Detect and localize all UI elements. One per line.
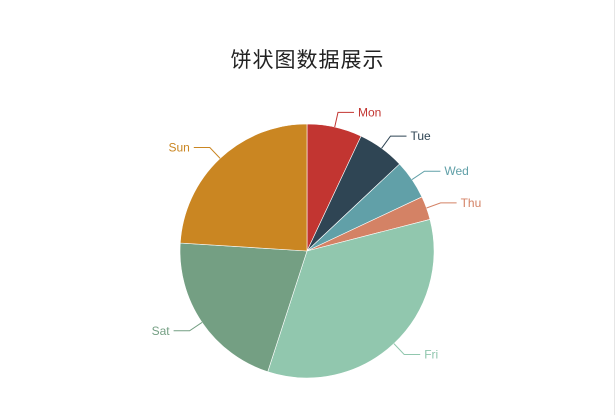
pie-slice-sun[interactable] bbox=[179, 123, 308, 252]
slice-label-fri: Fri bbox=[424, 348, 438, 362]
slice-label-thu: Thu bbox=[461, 196, 482, 210]
slice-label-sat: Sat bbox=[152, 324, 171, 338]
slice-label-sun: Sun bbox=[168, 141, 189, 155]
leader-line-fri bbox=[393, 343, 421, 355]
leader-line-sat bbox=[173, 321, 203, 332]
slice-label-tue: Tue bbox=[411, 129, 432, 143]
chart-title: 饼状图数据展示 bbox=[230, 48, 385, 72]
leader-line-mon bbox=[334, 111, 354, 128]
slice-label-mon: Mon bbox=[358, 105, 381, 119]
slice-label-wed: Wed bbox=[444, 164, 468, 178]
leader-line-sun bbox=[193, 147, 221, 159]
leader-line-thu bbox=[426, 202, 457, 209]
leader-line-tue bbox=[381, 135, 407, 149]
pie-slice-fri[interactable] bbox=[267, 219, 435, 379]
leader-line-wed bbox=[411, 170, 441, 181]
